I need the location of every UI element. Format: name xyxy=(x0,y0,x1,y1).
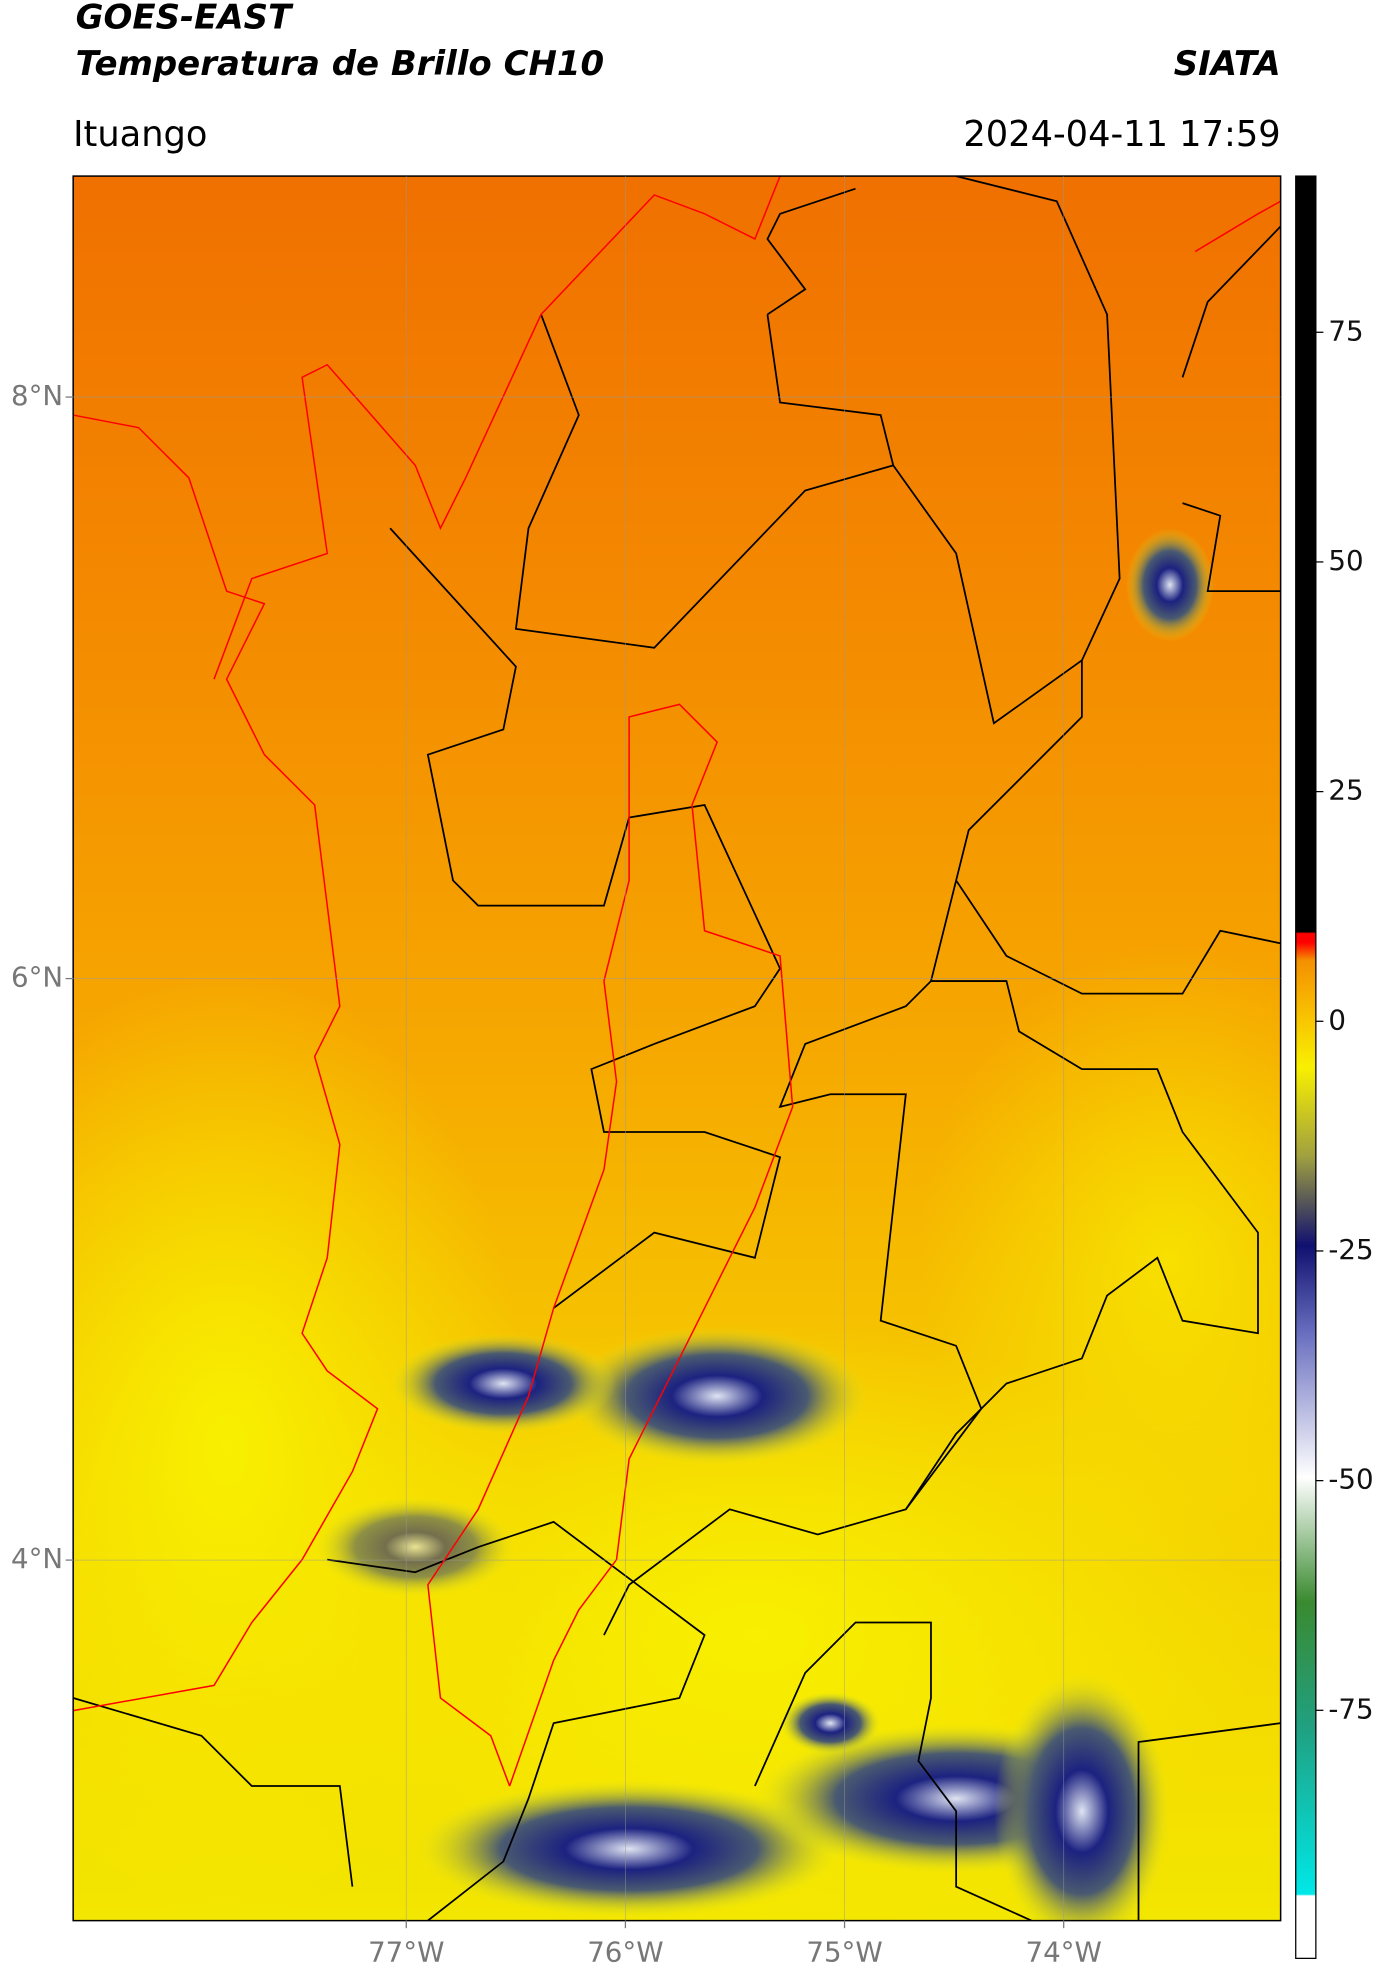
x-tick-label: 76°W xyxy=(587,1935,663,1968)
source: SIATA xyxy=(1174,44,1281,84)
x-tick-label: 75°W xyxy=(806,1935,882,1968)
colorbar xyxy=(1295,175,1317,1959)
y-tick-label: 8°N xyxy=(11,379,63,412)
x-tick-label: 74°W xyxy=(1026,1935,1102,1968)
title: GOES-EAST xyxy=(76,0,294,37)
colorbar-tick-label: 0 xyxy=(1328,1003,1346,1036)
datetime: 2024-04-11 17:59 xyxy=(963,114,1280,155)
subtitle: Temperatura de Brillo CH10 xyxy=(76,44,604,84)
y-tick-label: 4°N xyxy=(11,1542,63,1575)
colorbar-tick-label: -25 xyxy=(1328,1233,1373,1266)
colorbar-tick-label: -75 xyxy=(1328,1692,1373,1725)
colorbar-tick-label: 25 xyxy=(1328,774,1363,807)
colorbar-tick-label: 50 xyxy=(1328,544,1363,577)
location: Ituango xyxy=(73,114,207,155)
x-tick-label: 77°W xyxy=(368,1935,444,1968)
y-tick-label: 6°N xyxy=(11,961,63,994)
colorbar-tick-label: 75 xyxy=(1328,314,1363,347)
map-field xyxy=(73,176,1281,1921)
map-frame xyxy=(72,175,1282,1922)
colorbar-tick-label: -50 xyxy=(1328,1463,1373,1496)
